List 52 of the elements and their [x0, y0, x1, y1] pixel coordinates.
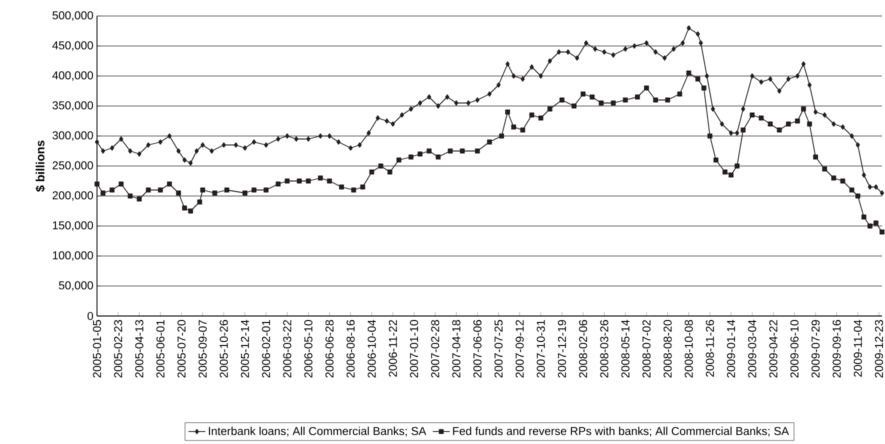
- x-tick-label: 2005-06-01: [156, 320, 164, 378]
- x-tick-label: 2005-04-13: [135, 320, 144, 378]
- x-tick-label: 2008-05-14: [621, 320, 630, 378]
- x-tick-label: 2006-10-04: [368, 320, 376, 378]
- x-tick-label: 2006-05-10: [304, 320, 312, 378]
- y-tick-label: 350,000: [52, 101, 94, 111]
- x-tick-label: 2007-09-12: [516, 320, 524, 378]
- x-tick-label: 2009-01-14: [726, 320, 736, 378]
- x-tick-label: 2005-10-26: [220, 320, 228, 378]
- x-tick-label: 2009-12-23: [874, 320, 884, 378]
- x-tick-label: 2008-10-08: [684, 320, 693, 378]
- x-tick-label: 2007-01-10: [410, 320, 418, 378]
- x-tick-label: 2006-03-22: [283, 320, 292, 378]
- x-tick-label: 2007-07-25: [494, 320, 503, 378]
- y-axis-title: $ billions: [35, 140, 46, 192]
- x-tick-label: 2007-02-28: [431, 320, 440, 378]
- y-tick-label: 500,000: [52, 11, 94, 21]
- x-tick-label: 2005-09-07: [198, 320, 207, 378]
- x-tick-label: 2005-02-23: [114, 320, 122, 378]
- x-tick-label: 2005-12-14: [240, 320, 249, 378]
- x-tick-label: 2005-07-20: [177, 320, 186, 378]
- y-tick-label: 50,000: [58, 281, 94, 291]
- x-tick-label: 2008-11-26: [706, 320, 714, 377]
- x-tick-label: 2005-01-05: [92, 320, 102, 378]
- y-tick-label: 400,000: [52, 71, 94, 81]
- y-tick-label: 100,000: [52, 251, 94, 261]
- legend-label: Interbank loans; All Commercial Banks; SA: [208, 426, 426, 436]
- x-tick-label: 2008-08-20: [664, 320, 672, 378]
- x-tick-label: 2008-03-26: [600, 320, 608, 378]
- y-tick-label: 150,000: [52, 221, 94, 231]
- x-tick-label: 2009-03-04: [748, 320, 756, 378]
- x-tick-label: 2006-02-01: [262, 320, 270, 378]
- x-tick-label: 2007-04-18: [452, 320, 460, 378]
- x-tick-label: 2006-06-28: [325, 320, 334, 378]
- y-tick-label: 300,000: [52, 131, 94, 141]
- y-tick-label: 200,000: [52, 191, 94, 201]
- x-tick-label: 2008-02-06: [579, 320, 588, 378]
- x-tick-label: 2007-10-31: [536, 320, 545, 378]
- x-tick-label: 2009-09-16: [832, 320, 841, 378]
- y-tick-label: 0: [88, 312, 94, 320]
- x-tick-label: 2007-06-06: [473, 320, 482, 378]
- x-tick-label: 2009-11-04: [854, 320, 862, 377]
- x-tick-label: 2009-04-22: [769, 320, 778, 378]
- x-tick-label: 2009-07-29: [812, 320, 820, 378]
- legend-label: Fed funds and reverse RPs with banks; All Commercial Banks; SA: [453, 426, 789, 436]
- x-tick-label: 2009-06-10: [790, 320, 798, 378]
- x-tick-label: 2007-12-19: [558, 320, 566, 378]
- x-tick-label: 2006-11-22: [388, 320, 397, 377]
- x-tick-label: 2008-07-02: [642, 320, 651, 378]
- y-tick-label: 250,000: [52, 161, 94, 171]
- x-tick-label: 2006-08-16: [346, 320, 355, 378]
- y-tick-label: 450,000: [52, 41, 94, 51]
